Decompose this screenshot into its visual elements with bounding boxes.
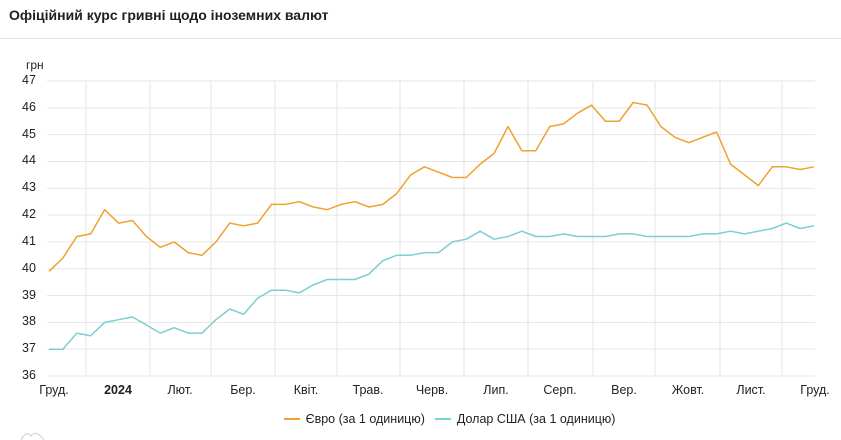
x-tick-label: 2024 [104,383,132,397]
legend-label-usd: Долар США (за 1 одиницю) [456,412,616,426]
y-tick-label: 37 [22,341,36,356]
y-tick-label: 38 [22,314,36,329]
x-tick-label: Трав. [352,383,384,397]
legend-label-euro: Євро (за 1 одиницю) [305,412,425,426]
x-tick-label: Груд. [39,383,69,397]
y-tick-label: 44 [22,153,36,168]
title-divider [0,38,841,39]
y-axis-unit-label: грн [26,58,44,72]
line-chart [47,80,815,377]
euro-swatch-icon [283,418,300,420]
x-tick-label: Груд. [800,383,830,397]
legend-item-euro[interactable]: Євро (за 1 одиницю) [283,412,425,426]
y-tick-label: 43 [22,180,36,195]
x-tick-label: Черв. [415,383,449,397]
euro-series-line[interactable] [48,101,815,272]
x-tick-label: Лип. [483,383,509,397]
y-tick-label: 36 [22,368,36,382]
chart-legend: Євро (за 1 одиницю) Долар США (за 1 один… [0,412,841,426]
x-tick-label: Жовт. [671,383,705,397]
mountain-logo-icon [20,432,45,440]
y-tick-label: 47 [22,73,36,87]
page-title: Офіційний курс гривні щодо іноземних вал… [9,7,329,23]
x-tick-label: Квіт. [293,383,319,397]
y-tick-label: 40 [22,260,36,275]
usd-series-line[interactable] [49,222,815,350]
y-tick-label: 41 [22,233,36,248]
x-tick-label: Бер. [230,383,256,397]
y-tick-label: 42 [22,207,36,222]
x-tick-label: Лют. [167,383,193,397]
x-tick-label: Серп. [543,383,577,397]
x-tick-label: Вер. [611,383,637,397]
y-tick-label: 45 [22,126,36,141]
x-tick-label: Лист. [736,383,766,397]
legend-item-usd[interactable]: Долар США (за 1 одиницю) [434,412,616,426]
usd-swatch-icon [434,418,451,420]
y-tick-label: 39 [22,287,36,302]
y-tick-label: 46 [22,99,36,114]
